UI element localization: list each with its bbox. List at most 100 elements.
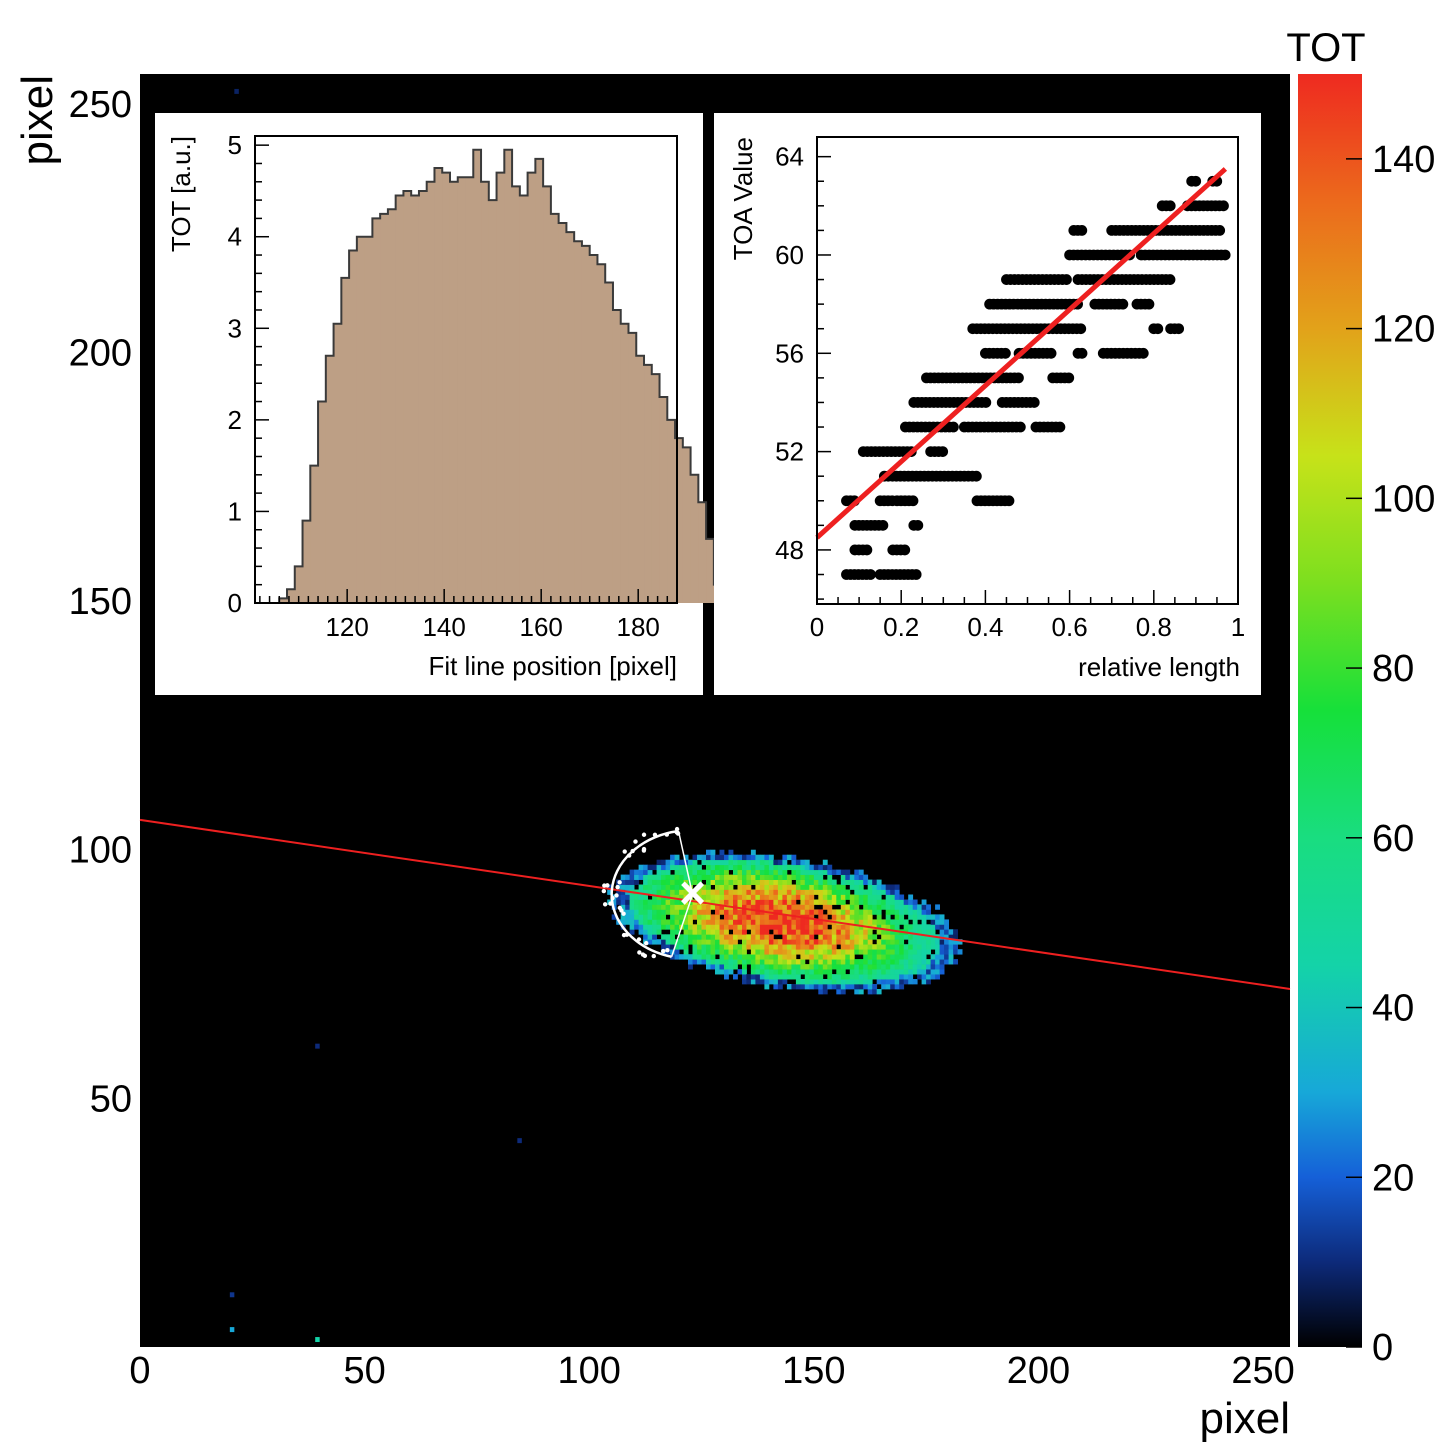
hitmap-cell — [809, 919, 815, 925]
hitmap-cell — [670, 859, 675, 866]
histogram-bar — [543, 186, 552, 604]
hitmap-cell — [661, 924, 666, 930]
hitmap-cell — [750, 979, 756, 985]
hitmap-cell — [809, 894, 815, 900]
hitmap-cell — [759, 894, 765, 900]
hitmap-cell — [679, 884, 684, 890]
hitmap-cell — [854, 974, 860, 980]
hitmap-cell — [737, 909, 743, 915]
hitmap-cell — [688, 954, 693, 960]
hitmap-cell — [822, 939, 828, 945]
hitmap-cell — [944, 939, 949, 945]
hitmap-cell — [679, 939, 684, 945]
hitmap-cell — [733, 869, 738, 875]
hitmap-cell — [831, 924, 837, 930]
hitmap-cell — [804, 939, 810, 945]
hitmap-cell — [768, 939, 774, 945]
hitmap-cell — [746, 859, 752, 866]
hitmap-cell — [706, 884, 711, 890]
hitmap-cell — [818, 864, 824, 871]
hitmap-cell — [849, 934, 855, 940]
hitmap-cell — [863, 909, 869, 915]
hitmap-cell — [921, 944, 927, 950]
toa-point — [999, 347, 1011, 359]
hitmap-cell — [679, 909, 684, 915]
hitmap-cell — [899, 934, 905, 940]
hitmap-cell — [876, 894, 882, 900]
hitmap-cell — [764, 929, 770, 935]
hitmap-cell — [750, 914, 756, 920]
hitmap-cell — [854, 934, 860, 940]
hitmap-cell — [715, 944, 720, 950]
hitmap-cell — [935, 974, 940, 980]
hitmap-cell — [697, 894, 702, 900]
histogram-bar — [682, 447, 692, 603]
hitmap-cell — [809, 889, 815, 895]
hitmap-cell — [813, 884, 819, 890]
hitmap-isolated-hit — [315, 1043, 320, 1049]
hitmap-cell — [768, 979, 774, 985]
hitmap-cell — [719, 954, 725, 960]
hitmap-cell — [701, 954, 707, 960]
hitmap-cell — [674, 899, 680, 905]
hitmap-cell — [791, 949, 797, 955]
hitmap-cell — [795, 909, 801, 915]
hitmap-cell — [742, 859, 747, 866]
hitmap-cell — [845, 959, 851, 965]
hitmap-cell — [872, 919, 878, 925]
hitmap-cell — [638, 914, 644, 920]
hitmap-cell — [890, 974, 896, 980]
hitmap-cell — [670, 864, 675, 871]
hitmap-cell — [840, 929, 846, 935]
hitmap-cell — [849, 909, 855, 915]
hitmap-cell — [715, 929, 720, 935]
hitmap-cell — [840, 904, 846, 910]
hitmap-cell — [881, 964, 887, 970]
hitmap-cell — [764, 984, 770, 990]
hitmap-cell — [656, 924, 662, 930]
hitmap-cell — [665, 899, 671, 905]
hitmap-cell — [791, 964, 797, 970]
hitmap-cell — [867, 914, 873, 920]
hitmap-cell — [737, 944, 743, 950]
hitmap-cell — [890, 959, 896, 965]
hitmap-cell — [719, 904, 725, 910]
hitmap-cell — [715, 894, 720, 900]
hitmap-cell — [944, 924, 949, 930]
hitmap-cell — [638, 904, 644, 910]
hitmap-cell — [822, 894, 828, 900]
hitmap-cell — [706, 879, 711, 885]
hitmap-cell — [935, 969, 940, 975]
hitmap-cell — [800, 884, 806, 890]
hitmap-cell — [733, 954, 738, 960]
hitmap-cell — [692, 959, 698, 965]
hitmap-cell — [773, 984, 779, 990]
hitmap-cell — [773, 859, 779, 866]
hitmap-x-tick-label: 250 — [1231, 1350, 1294, 1392]
hitmap-cell — [894, 964, 900, 970]
hitmap-cell — [710, 869, 716, 875]
hitmap-cell — [809, 864, 815, 871]
hitmap-cell — [818, 919, 824, 925]
hitmap-cell — [670, 899, 675, 905]
hitmap-cell — [715, 949, 720, 955]
hitmap-cell — [683, 879, 689, 885]
hitmap-cell — [800, 964, 806, 970]
hitmap-cell — [737, 969, 743, 975]
hitmap-cell — [706, 889, 711, 895]
hitmap-cell — [759, 864, 765, 871]
hitmap-cell — [822, 959, 828, 965]
hitmap-cell — [903, 944, 909, 950]
hitmap-cell — [773, 939, 779, 945]
hitmap-cell — [939, 969, 945, 975]
hitmap-cell — [926, 964, 931, 970]
hitmap-cell — [890, 939, 896, 945]
histogram-bar — [279, 598, 288, 603]
hitmap-cell — [890, 904, 896, 910]
histogram-y-tick-label: 2 — [228, 405, 242, 435]
hitmap-cell — [849, 929, 855, 935]
hitmap-cell — [809, 939, 815, 945]
histogram-bar — [535, 158, 544, 603]
hitmap-cell — [638, 869, 644, 875]
